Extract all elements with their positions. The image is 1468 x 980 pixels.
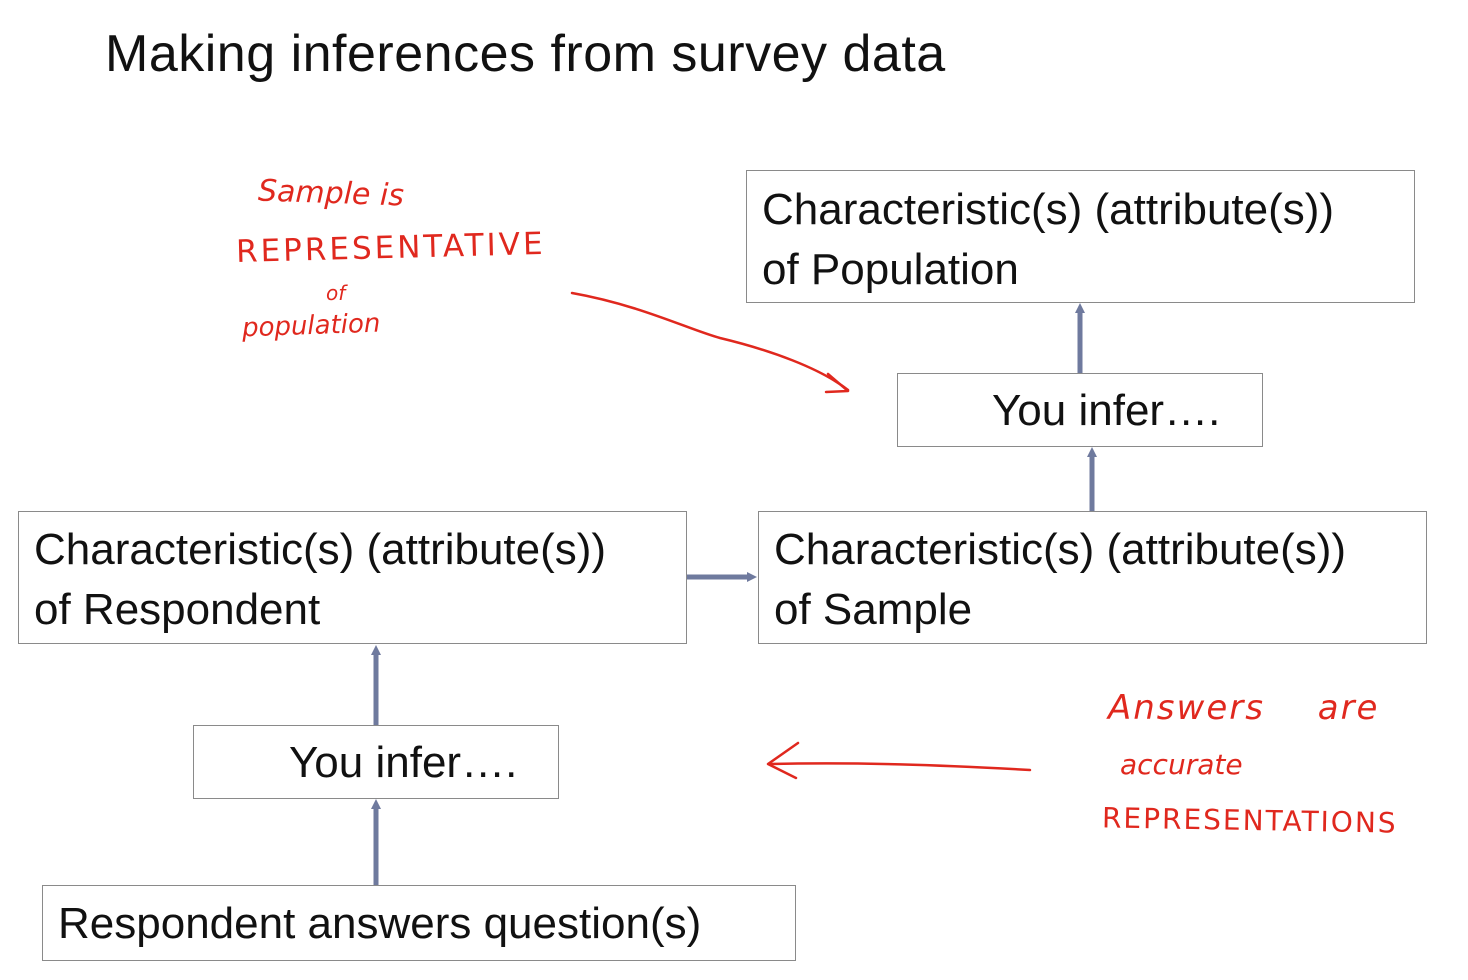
sample-box-line1: Characteristic(s) (attribute(s)) [774,525,1347,574]
respondent-answers-label: Respondent answers question(s) [58,899,702,948]
you-infer-top-label: You infer…. [992,386,1221,435]
population-characteristics-box: Characteristic(s) (attribute(s)) of Popu… [746,170,1415,303]
respondent-characteristics-box: Characteristic(s) (attribute(s)) of Resp… [18,511,687,644]
page-title: Making inferences from survey data [105,25,946,83]
respondent-answers-box: Respondent answers question(s) [42,885,796,961]
annotation-accurate: accurate [1120,748,1243,781]
annotation-population: population [241,308,381,344]
handwritten-arrow-left [768,762,1032,772]
population-box-line1: Characteristic(s) (attribute(s)) [762,185,1335,234]
annotation-of: of [326,281,346,305]
you-infer-bottom-label: You infer…. [289,738,518,787]
handwritten-arrowhead-left [766,741,800,780]
respondent-box-line1: Characteristic(s) (attribute(s)) [34,525,607,574]
you-infer-box-bottom: You infer…. [193,725,559,799]
sample-box-line2: of Sample [774,585,973,634]
handwritten-arrowhead-right [824,372,850,394]
annotation-representations: REPRESENTATIONS [1101,801,1398,840]
sample-characteristics-box: Characteristic(s) (attribute(s)) of Samp… [758,511,1427,644]
annotation-answers-are: Answers are [1108,688,1380,728]
you-infer-box-top: You infer…. [897,373,1263,447]
respondent-box-line2: of Respondent [34,585,321,634]
annotation-sample-is: Sample is [257,173,405,214]
population-box-line2: of Population [762,245,1019,294]
handwritten-arrow-right [570,291,850,392]
